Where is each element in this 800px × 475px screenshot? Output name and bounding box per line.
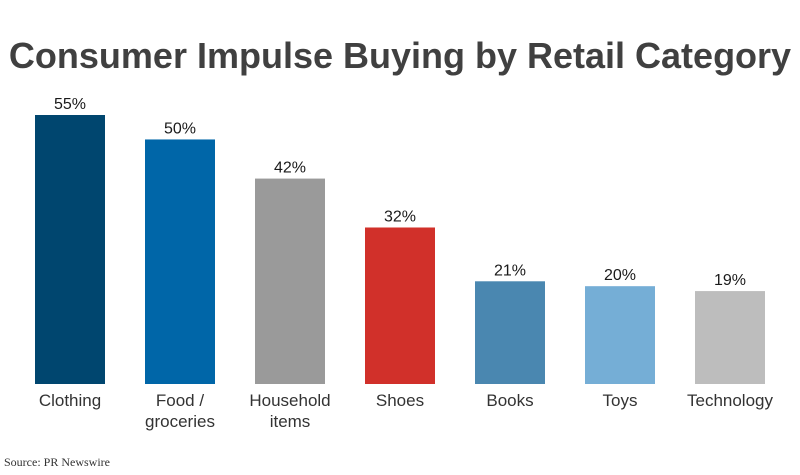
bar-3 xyxy=(255,178,325,384)
bar-4 xyxy=(365,227,435,384)
bars-group xyxy=(35,115,765,384)
source-note: Source: PR Newswire xyxy=(4,455,110,469)
category-labels-group: Clothing Food / groceries Household items Sho… xyxy=(39,391,774,431)
category-label-6: Toys xyxy=(603,391,638,410)
bar-6 xyxy=(585,286,655,384)
category-label-7: Technology xyxy=(687,391,774,410)
category-label-3-line-1: Household xyxy=(249,391,330,410)
value-label-3: 42% xyxy=(274,160,306,177)
category-label-2-line-2: groceries xyxy=(145,412,215,431)
value-label-4: 32% xyxy=(384,208,416,225)
value-label-2: 50% xyxy=(164,120,196,137)
bar-5 xyxy=(475,281,545,384)
category-label-5: Books xyxy=(486,391,533,410)
category-label-2-line-1: Food / xyxy=(156,391,204,410)
bar-1 xyxy=(35,115,105,384)
category-label-4: Shoes xyxy=(376,391,424,410)
value-label-6: 20% xyxy=(604,267,636,284)
value-labels-group: 55% 50% 42% 32% 21% 20% 19% xyxy=(54,96,746,289)
bar-7 xyxy=(695,291,765,384)
bar-2 xyxy=(145,139,215,384)
chart-title: Consumer Impulse Buying by Retail Catego… xyxy=(9,35,791,76)
category-label-3-line-2: items xyxy=(270,412,311,431)
value-label-1: 55% xyxy=(54,96,86,113)
value-label-7: 19% xyxy=(714,272,746,289)
category-label-1: Clothing xyxy=(39,391,101,410)
value-label-5: 21% xyxy=(494,262,526,279)
